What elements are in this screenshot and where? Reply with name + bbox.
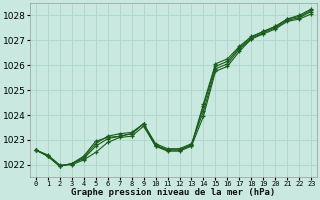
X-axis label: Graphe pression niveau de la mer (hPa): Graphe pression niveau de la mer (hPa)	[71, 188, 276, 197]
